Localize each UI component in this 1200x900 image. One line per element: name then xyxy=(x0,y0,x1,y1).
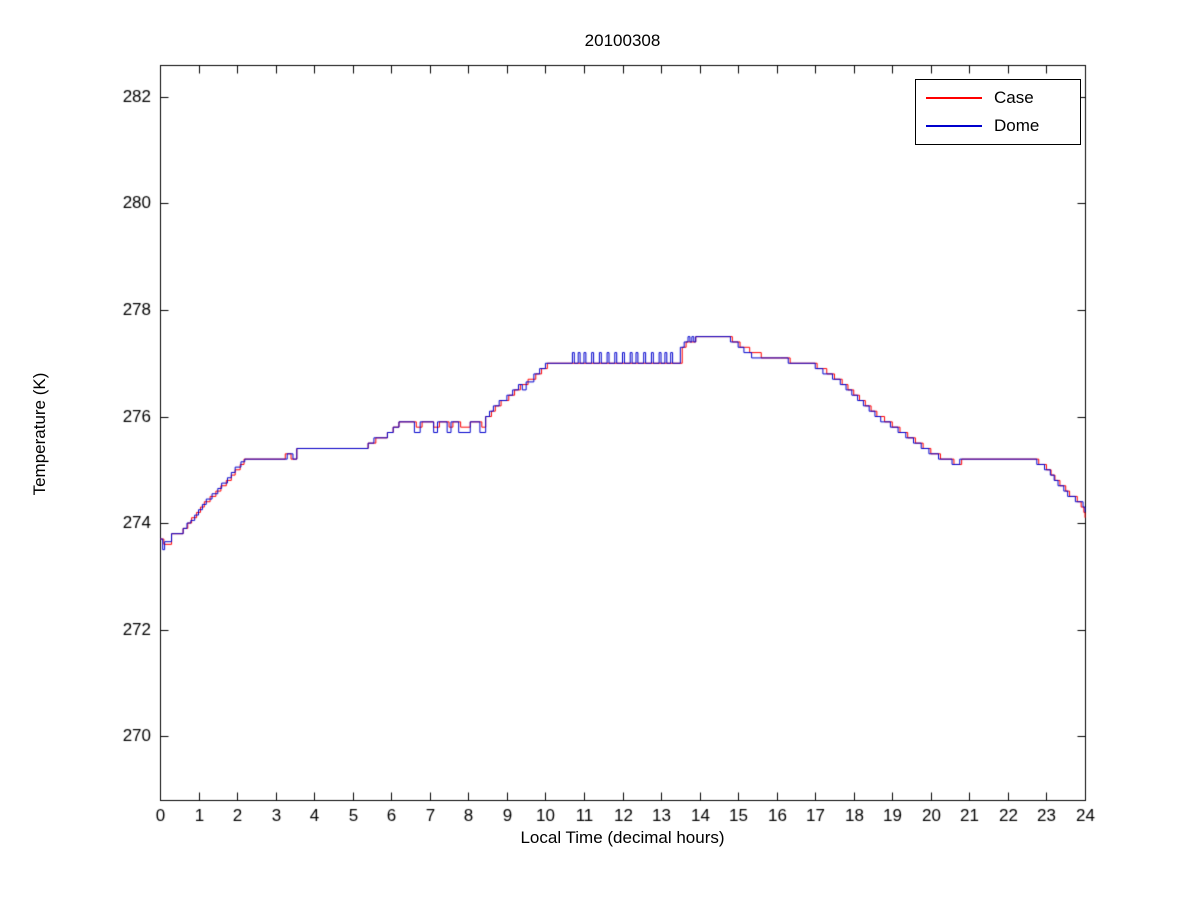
legend-label-case: Case xyxy=(994,88,1034,107)
legend-entry-dome: Dome xyxy=(916,113,1080,139)
case-line-swatch xyxy=(926,97,982,99)
legend-label-dome: Dome xyxy=(994,116,1040,135)
legend: Case Dome xyxy=(915,79,1081,145)
dome-line-swatch xyxy=(926,125,982,127)
x-axis-label: Local Time (decimal hours) xyxy=(520,828,725,847)
legend-entry-case: Case xyxy=(916,85,1080,111)
chart-title: 20100308 xyxy=(584,31,661,50)
y-axis-label: Temperature (K) xyxy=(30,372,49,496)
